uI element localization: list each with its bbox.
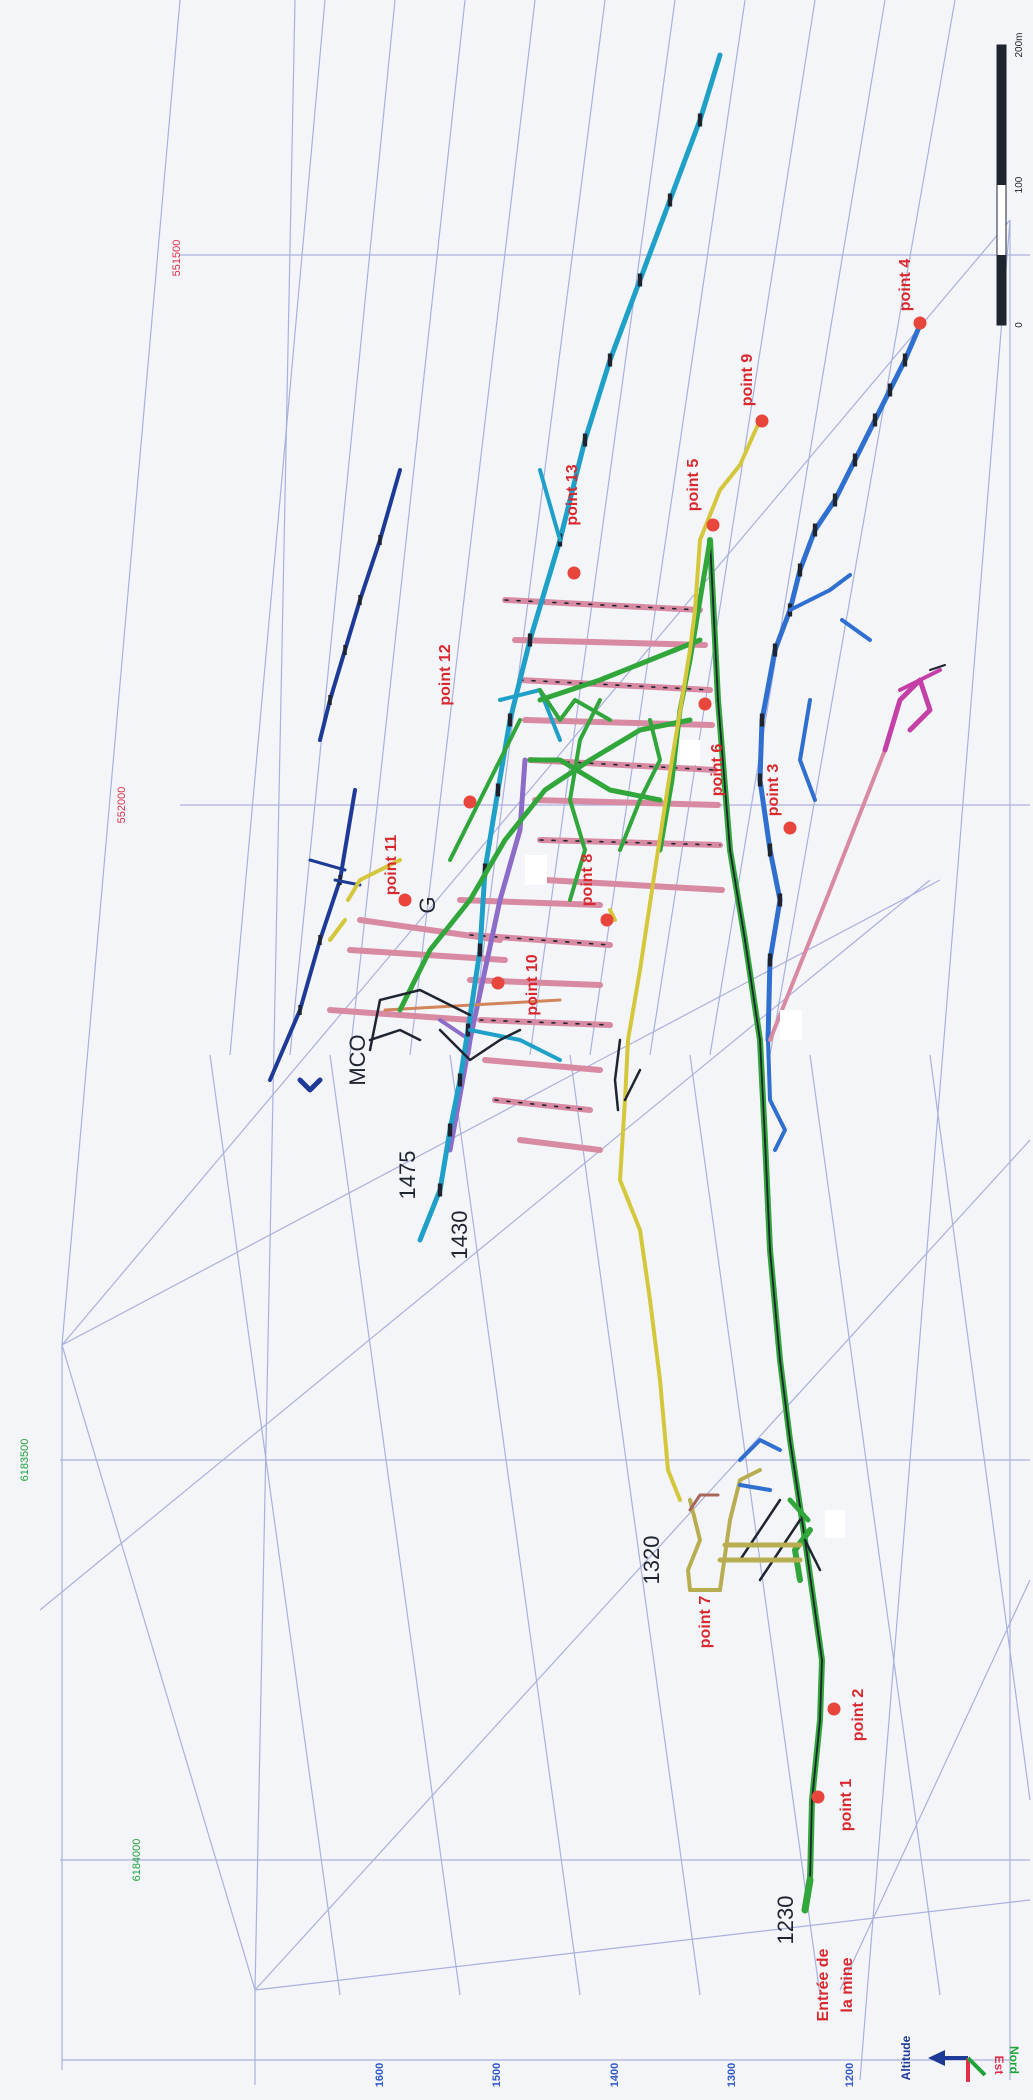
orientation-indicator: Altitude Est Nord: [899, 2035, 1021, 2082]
point-1-marker: point 1: [811, 1779, 855, 1832]
altitude-tick-1300: 1300: [726, 2063, 738, 2087]
altitude-tick-1500: 1500: [491, 2063, 503, 2087]
point-4-marker: point 4: [897, 259, 927, 330]
altitude-tick-1200: 1200: [844, 2063, 856, 2087]
orientation-est-label: Est: [992, 2056, 1006, 2075]
point-11-marker: point 11: [383, 835, 412, 907]
entrance-line2: la mine: [839, 1957, 856, 2012]
point-3-label: point 3: [765, 764, 782, 817]
point-12-label: point 12: [437, 644, 454, 705]
point-1-label: point 1: [838, 1779, 855, 1832]
scale-bar: 0 100 200m: [996, 32, 1025, 328]
orientation-altitude-label: Altitude: [899, 2035, 913, 2080]
tunnel-network: [268, 52, 946, 1914]
mco-label: MCO: [345, 1034, 370, 1085]
point-10-marker: point 10: [491, 954, 541, 1016]
point-5-label: point 5: [685, 459, 702, 512]
label-patches: [525, 740, 845, 1538]
level-1475-label: 1475: [395, 1151, 420, 1200]
level-labels: 1230 1320 1430 1475 MCO G: [345, 896, 798, 1944]
point-6-marker: point 6: [698, 697, 726, 797]
green-tick-6183500: 6183500: [19, 1439, 31, 1482]
level-1320-label: 1320: [639, 1536, 664, 1585]
point-9-label: point 9: [739, 354, 756, 407]
orientation-nord-label: Nord: [1007, 2046, 1021, 2074]
survey-points: point 1 point 2 point 3 point 4 point 5 …: [383, 259, 927, 1832]
red-tick-551500: 551500: [171, 240, 183, 277]
point-7-label: point 7: [697, 1596, 714, 1649]
point-2-label: point 2: [850, 1689, 867, 1742]
point-10-label: point 10: [524, 954, 541, 1015]
point-11-label: point 11: [383, 835, 400, 896]
altitude-arrow-icon: [928, 2050, 945, 2066]
perspective-grid: [39, 0, 1031, 2085]
point-6-label: point 6: [709, 744, 726, 797]
nord-arrow-icon: [966, 2056, 987, 2077]
point-4-label: point 4: [897, 259, 914, 312]
altitude-axis: 1600 1500 1400 1300 1200: [374, 2063, 856, 2087]
point-5-marker: point 5: [685, 459, 720, 532]
scale-label-100: 100: [1014, 176, 1025, 193]
point-9-marker: point 9: [739, 354, 769, 428]
point-7-marker: point 7: [697, 1596, 714, 1649]
level-1430-label: 1430: [447, 1211, 472, 1260]
green-tick-6184000: 6184000: [131, 1839, 143, 1882]
entrance-line1: Entrée de: [815, 1948, 832, 2021]
level-1230-label: 1230: [773, 1896, 798, 1945]
mine-entrance-label: Entrée de la mine: [815, 1948, 856, 2021]
scale-label-200m: 200m: [1014, 32, 1025, 57]
point-12-marker: point 12: [437, 644, 477, 809]
point-2-marker: point 2: [827, 1689, 867, 1742]
point-13-marker: point 13: [564, 464, 581, 580]
point-8-marker: point 8: [579, 854, 614, 927]
altitude-tick-1400: 1400: [609, 2063, 621, 2087]
point-8-label: point 8: [579, 854, 596, 907]
g-label: G: [415, 896, 440, 913]
scale-label-0: 0: [1014, 322, 1025, 328]
point-3-marker: point 3: [765, 764, 797, 835]
point-13-label: point 13: [564, 464, 581, 525]
red-tick-552000: 552000: [116, 787, 128, 824]
altitude-tick-1600: 1600: [374, 2063, 386, 2087]
